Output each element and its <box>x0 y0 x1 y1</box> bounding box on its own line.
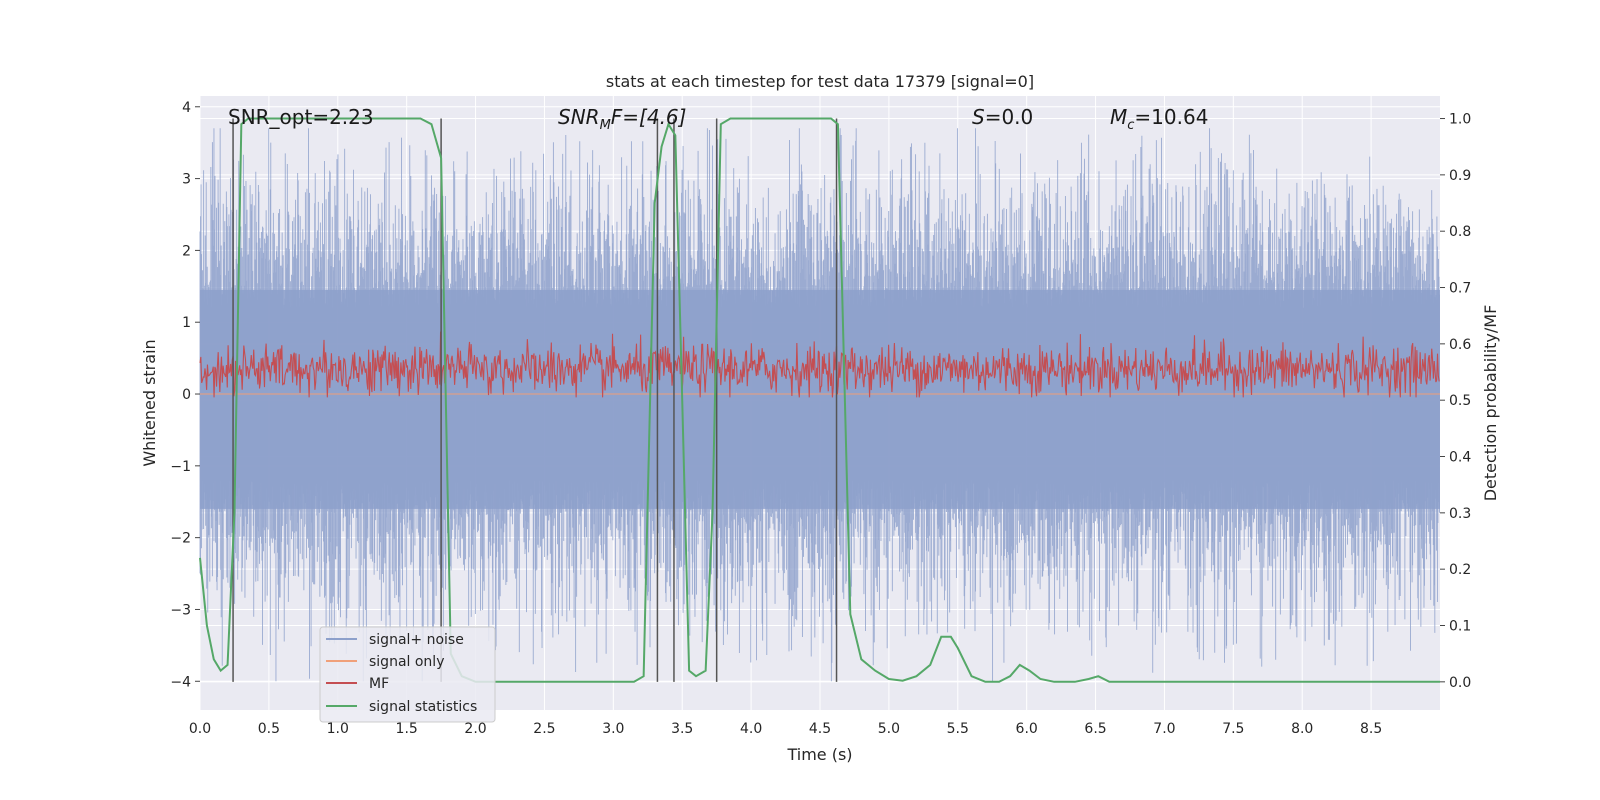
legend-label-signal-plus-noise: signal+ noise <box>369 632 464 648</box>
y-right-tick-label: 0.1 <box>1449 619 1471 635</box>
y-left-tick-label: 2 <box>182 243 191 259</box>
y-left-tick-label: −2 <box>170 531 191 547</box>
y-left-tick-label: −3 <box>170 602 191 618</box>
y-left-tick-label: 4 <box>182 100 191 116</box>
y-left-tick-label: −1 <box>170 459 191 475</box>
x-tick-label: 6.0 <box>1016 721 1038 737</box>
mc-main: M <box>1110 105 1127 129</box>
y-right-tick-label: 0.0 <box>1449 675 1471 691</box>
annotation-snr-mf: SNRMF=[4.6] <box>558 105 686 133</box>
x-tick-label: 7.5 <box>1222 721 1244 737</box>
x-tick-label: 1.0 <box>327 721 349 737</box>
x-tick-label: 4.0 <box>740 721 762 737</box>
series-signal-plus-noise <box>199 128 1440 682</box>
legend: signal+ noise signal only MF signal stat… <box>319 626 496 723</box>
x-tick-label: 2.5 <box>533 721 555 737</box>
y-right-tick-label: 0.2 <box>1449 562 1471 578</box>
y-right-axis-label: Detection probability/MF <box>1481 305 1500 502</box>
vertical-markers <box>232 118 838 682</box>
mc-rest: =10.64 <box>1134 105 1208 129</box>
y-right-tick-label: 0.7 <box>1449 281 1471 297</box>
y-right-tick-label: 1.0 <box>1449 112 1471 128</box>
x-tick-label: 4.5 <box>809 721 831 737</box>
y-left-tick-label: 3 <box>182 172 191 188</box>
x-tick-label: 0.5 <box>258 721 280 737</box>
s-rest: =0.0 <box>985 105 1034 129</box>
series-mf <box>199 331 1440 398</box>
y-left-tick-label: 1 <box>182 315 191 331</box>
x-tick-label: 8.0 <box>1291 721 1313 737</box>
y-right-tick-label: 0.6 <box>1449 337 1471 353</box>
x-tick-label: 5.5 <box>947 721 969 737</box>
series-signal-statistics <box>199 117 1440 683</box>
y-right-tick-label: 0.8 <box>1449 224 1471 240</box>
annotation-s: S=0.0 <box>972 105 1033 129</box>
y-right-tick-label: 0.4 <box>1449 450 1471 466</box>
y-right-tick-label: 0.3 <box>1449 506 1471 522</box>
x-tick-label: 8.5 <box>1360 721 1382 737</box>
y-right-axis-ticks: 1.0 0.9 0.8 0.7 0.6 0.5 0.4 0.3 0.2 0.1 0.0 <box>1440 112 1471 691</box>
y-left-tick-label: −4 <box>170 674 191 690</box>
legend-label-signal-statistics: signal statistics <box>369 699 477 715</box>
mc-sub: c <box>1127 118 1134 133</box>
legend-label-mf: MF <box>369 676 389 692</box>
legend-label-signal-only: signal only <box>369 654 444 670</box>
y-right-tick-label: 0.9 <box>1449 168 1471 184</box>
snr-mf-sub: M <box>600 118 611 133</box>
x-tick-label: 5.0 <box>878 721 900 737</box>
x-axis-label: Time (s) <box>786 745 852 764</box>
noise-core-band <box>200 289 1440 509</box>
y-left-tick-label: 0 <box>182 387 191 403</box>
x-tick-label: 1.5 <box>396 721 418 737</box>
annotation-mc: Mc=10.64 <box>1110 105 1208 133</box>
signal-statistics-trace <box>199 117 1440 683</box>
mf-trace <box>199 331 1440 398</box>
snr-mf-rest: F=[4.6] <box>611 105 687 129</box>
x-tick-label: 3.5 <box>671 721 693 737</box>
x-tick-label: 0.0 <box>189 721 211 737</box>
y-left-axis-ticks: 4 3 2 1 0 −1 −2 −3 −4 <box>170 100 200 690</box>
x-tick-label: 6.5 <box>1084 721 1106 737</box>
x-tick-label: 2.0 <box>464 721 486 737</box>
x-tick-label: 3.0 <box>602 721 624 737</box>
x-tick-label: 7.0 <box>1153 721 1175 737</box>
legend-box <box>319 626 496 723</box>
x-axis-ticks: 0.0 0.5 1.0 1.5 2.0 2.5 3.0 3.5 4.0 4.5 5.0 5.5 6.0 6… <box>189 721 1382 737</box>
snr-mf-main: SNR <box>558 105 600 129</box>
annotation-snr-opt: SNR_opt=2.23 <box>228 105 374 129</box>
y-left-axis-label: Whitened strain <box>140 339 159 466</box>
s-main: S <box>972 105 985 129</box>
y-right-tick-label: 0.5 <box>1449 393 1471 409</box>
chart-title: stats at each timestep for test data 173… <box>606 72 1034 91</box>
